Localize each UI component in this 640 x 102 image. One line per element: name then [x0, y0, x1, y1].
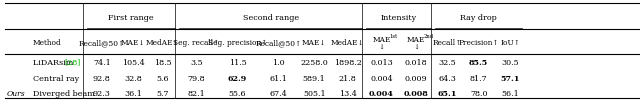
- Text: LiDARsim: LiDARsim: [33, 59, 76, 67]
- Text: MedAE↓: MedAE↓: [146, 39, 179, 47]
- Text: [28]: [28]: [64, 59, 81, 67]
- Text: MAE↓: MAE↓: [302, 39, 326, 47]
- Text: 505.1: 505.1: [303, 90, 326, 98]
- Text: 1898.2: 1898.2: [333, 59, 362, 67]
- Text: 105.4: 105.4: [122, 59, 145, 67]
- Text: 92.3: 92.3: [93, 90, 111, 98]
- Text: 3.5: 3.5: [190, 59, 203, 67]
- Text: Ours: Ours: [6, 90, 25, 98]
- Text: 21.8: 21.8: [339, 75, 356, 83]
- Text: 2258.0: 2258.0: [300, 59, 328, 67]
- Text: Ray drop: Ray drop: [460, 14, 497, 22]
- Text: 0.004: 0.004: [369, 90, 394, 98]
- Text: Seg. recall↑: Seg. recall↑: [173, 39, 220, 47]
- Text: ↓: ↓: [378, 43, 385, 51]
- Text: IoU↑: IoU↑: [500, 39, 520, 47]
- Text: 1.0: 1.0: [272, 59, 285, 67]
- Text: Recall@50↑: Recall@50↑: [255, 39, 301, 47]
- Text: 64.3: 64.3: [438, 75, 456, 83]
- Text: Recall@50↑: Recall@50↑: [79, 39, 125, 47]
- Text: Second range: Second range: [243, 14, 299, 22]
- Text: Intensity: Intensity: [381, 14, 417, 22]
- Text: 79.8: 79.8: [188, 75, 205, 83]
- Text: 589.1: 589.1: [303, 75, 326, 83]
- Text: 57.1: 57.1: [500, 75, 520, 83]
- Text: 0.009: 0.009: [404, 75, 428, 83]
- Text: 0.004: 0.004: [370, 75, 393, 83]
- Text: 32.5: 32.5: [438, 59, 456, 67]
- Text: MAE↓: MAE↓: [121, 39, 145, 47]
- Text: Precision↑: Precision↑: [458, 39, 499, 47]
- Text: 78.0: 78.0: [470, 90, 488, 98]
- Text: Diverged beam: Diverged beam: [33, 90, 95, 98]
- Text: ↓: ↓: [413, 43, 419, 51]
- Text: 32.8: 32.8: [124, 75, 142, 83]
- Text: 61.1: 61.1: [269, 75, 287, 83]
- Text: 0.018: 0.018: [404, 59, 428, 67]
- Text: MAE: MAE: [372, 36, 390, 44]
- Text: 36.1: 36.1: [124, 90, 142, 98]
- Text: 18.5: 18.5: [154, 59, 172, 67]
- Text: 13.4: 13.4: [339, 90, 356, 98]
- Text: 74.1: 74.1: [93, 59, 111, 67]
- Text: 1st: 1st: [389, 34, 397, 39]
- Text: Seg. precision↑: Seg. precision↑: [208, 39, 267, 47]
- Text: Method: Method: [33, 39, 61, 47]
- Text: 0.013: 0.013: [370, 59, 393, 67]
- Text: 67.4: 67.4: [269, 90, 287, 98]
- Text: 30.5: 30.5: [501, 59, 519, 67]
- Text: 56.1: 56.1: [501, 90, 519, 98]
- Text: 0.008: 0.008: [404, 90, 428, 98]
- Text: 85.5: 85.5: [469, 59, 488, 67]
- Text: First range: First range: [108, 14, 154, 22]
- Text: 92.8: 92.8: [93, 75, 111, 83]
- Text: Recall↑: Recall↑: [433, 39, 462, 47]
- Text: 5.7: 5.7: [156, 90, 169, 98]
- Text: 62.9: 62.9: [228, 75, 247, 83]
- Text: 65.1: 65.1: [438, 90, 457, 98]
- Text: MAE: MAE: [407, 36, 425, 44]
- Text: 55.6: 55.6: [228, 90, 246, 98]
- Text: 2nd: 2nd: [424, 34, 434, 39]
- Text: MedAE↓: MedAE↓: [331, 39, 364, 47]
- Text: 5.6: 5.6: [156, 75, 169, 83]
- Text: Central ray: Central ray: [33, 75, 79, 83]
- Text: 11.5: 11.5: [228, 59, 246, 67]
- Text: 82.1: 82.1: [188, 90, 205, 98]
- Text: 81.7: 81.7: [470, 75, 488, 83]
